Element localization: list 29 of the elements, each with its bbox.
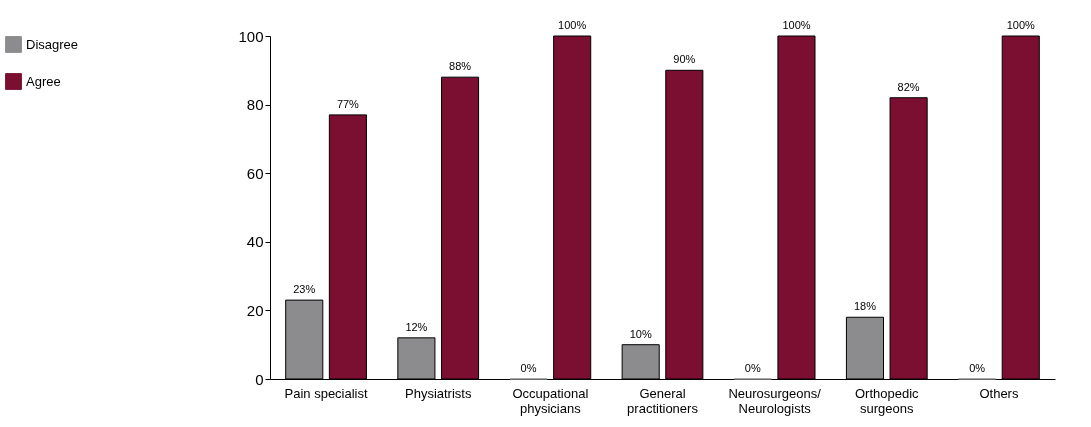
y-tick-label: 100	[238, 27, 264, 45]
legend-label: Agree	[26, 73, 61, 89]
y-tick-label: 80	[246, 96, 264, 114]
x-tick-label: Occupational physicians	[512, 385, 589, 416]
y-tick-label: 20	[246, 301, 264, 319]
data-label: 100%	[558, 19, 587, 31]
y-tick-label: 0	[255, 370, 264, 388]
data-label: 0%	[520, 362, 537, 374]
data-label: 12%	[405, 320, 428, 333]
x-tick-label: General practitioners	[627, 385, 699, 416]
x-tick-label: Physiatrists	[404, 385, 472, 401]
data-label: 18%	[853, 300, 877, 313]
x-tick-label: Neurosurgeons/ Neurologists	[728, 385, 822, 416]
y-tick-label: 40	[246, 233, 264, 251]
x-tick-label: Others	[979, 385, 1019, 401]
x-tick-label: Orthopedic surgeons	[854, 385, 920, 416]
data-label: 88%	[449, 60, 472, 73]
legend-label: Disagree	[26, 36, 79, 52]
data-label: 0%	[744, 362, 761, 374]
data-label: 82%	[897, 80, 920, 93]
y-tick-label: 60	[246, 164, 264, 182]
data-label: 100%	[1006, 19, 1036, 31]
data-label: 90%	[673, 53, 696, 66]
data-label: 23%	[293, 283, 316, 296]
data-label: 0%	[969, 362, 986, 374]
x-tick-label: Pain specialist	[284, 385, 368, 401]
data-label: 100%	[782, 19, 811, 31]
data-label: 77%	[336, 97, 360, 110]
data-label: 10%	[629, 327, 652, 340]
